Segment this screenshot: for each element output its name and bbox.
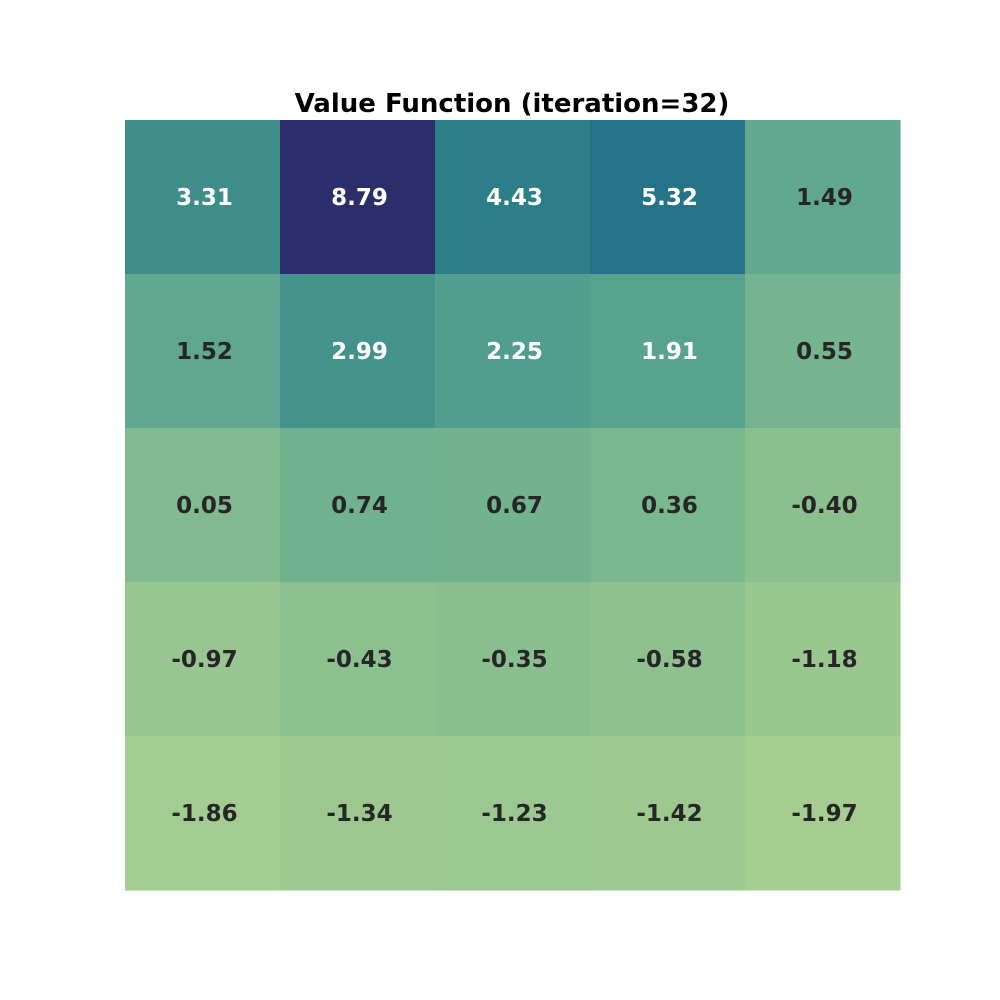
heatmap-cell-label-r0-c4: 1.49 [796,185,853,211]
heatmap-cell-r0-c0 [125,120,281,275]
heatmap-cell-label-r3-c3: -0.58 [636,647,702,673]
heatmap-cell-label-r1-c1: 2.99 [331,339,388,365]
heatmap-cell-r2-c0 [125,428,281,583]
chart-title: Value Function (iteration=32) [295,89,730,119]
heatmap-cell-r2-c3 [590,428,746,583]
heatmap-cell-label-r0-c1: 8.79 [331,185,388,211]
heatmap-cell-r1-c2 [435,274,591,429]
heatmap-cell-label-r4-c2: -1.23 [481,801,547,827]
heatmap-cell-r1-c1 [280,274,436,429]
heatmap-cell-label-r2-c1: 0.74 [331,493,388,519]
heatmap-cell-r2-c4 [745,428,901,583]
heatmap-cell-r0-c1 [280,120,436,275]
heatmap-cell-r4-c3 [590,736,746,891]
heatmap-cell-r3-c3 [590,582,746,737]
heatmap-cell-r1-c4 [745,274,901,429]
heatmap-cell-label-r3-c2: -0.35 [481,647,547,673]
heatmap-cell-label-r0-c3: 5.32 [641,185,698,211]
heatmap-cell-label-r4-c1: -1.34 [326,801,392,827]
heatmap-cell-label-r2-c3: 0.36 [641,493,698,519]
heatmap-cell-r0-c4 [745,120,901,275]
heatmap-grid: 3.31 8.79 4.43 5.32 1.49 1.52 2.99 2.25 1.91 0.55… [125,120,901,891]
heatmap-cell-label-r4-c0: -1.86 [171,801,237,827]
heatmap-cell-r3-c0 [125,582,281,737]
heatmap-cell-label-r3-c1: -0.43 [326,647,392,673]
heatmap-cell-r2-c2 [435,428,591,583]
heatmap-cell-label-r0-c2: 4.43 [486,185,543,211]
heatmap-cell-label-r1-c3: 1.91 [641,339,698,365]
heatmap-cell-r4-c2 [435,736,591,891]
heatmap-cell-r1-c3 [590,274,746,429]
heatmap-cell-label-r2-c4: -0.40 [791,493,857,519]
heatmap-cell-r3-c1 [280,582,436,737]
heatmap-cell-label-r2-c2: 0.67 [486,493,543,519]
heatmap-cell-label-r4-c4: -1.97 [791,801,857,827]
heatmap-cell-r1-c0 [125,274,281,429]
heatmap-cell-label-r3-c4: -1.18 [791,647,857,673]
heatmap-cell-label-r1-c0: 1.52 [176,339,233,365]
heatmap-cell-r2-c1 [280,428,436,583]
heatmap-cell-r4-c1 [280,736,436,891]
heatmap-cell-r4-c0 [125,736,281,891]
heatmap-cell-r0-c3 [590,120,746,275]
heatmap-cell-r3-c2 [435,582,591,737]
heatmap-cell-label-r1-c2: 2.25 [486,339,543,365]
heatmap-cell-label-r3-c0: -0.97 [171,647,237,673]
heatmap-cell-label-r2-c0: 0.05 [176,493,233,519]
heatmap-cell-r3-c4 [745,582,901,737]
heatmap-cell-label-r1-c4: 0.55 [796,339,853,365]
heatmap-cell-r0-c2 [435,120,591,275]
heatmap-cell-label-r0-c0: 3.31 [176,185,233,211]
heatmap-cell-label-r4-c3: -1.42 [636,801,702,827]
heatmap-cell-r4-c4 [745,736,901,891]
